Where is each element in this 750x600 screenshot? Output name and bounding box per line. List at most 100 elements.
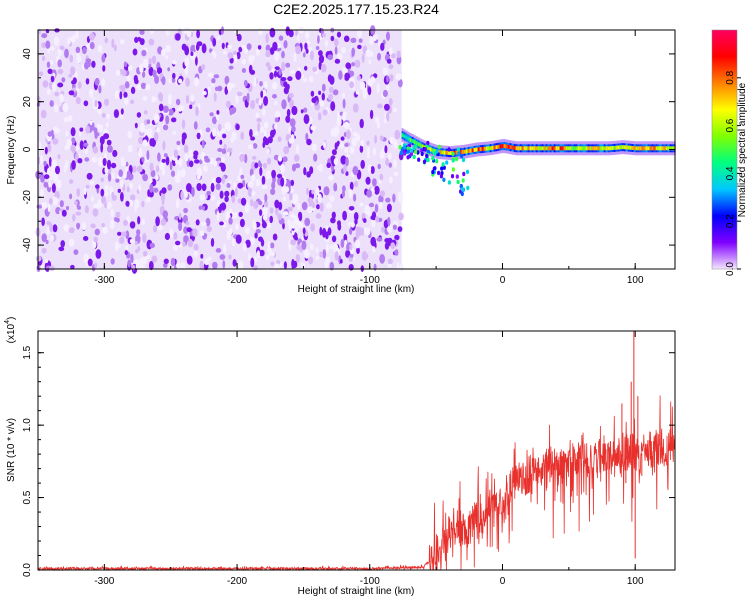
noise-speckle — [123, 172, 127, 179]
noise-speckle — [171, 77, 176, 83]
signal-core — [511, 145, 514, 150]
signal-tail-speck — [442, 177, 446, 182]
signal-core — [427, 146, 430, 151]
signal-core — [477, 147, 480, 152]
noise-speckle — [258, 160, 261, 168]
noise-speckle — [285, 115, 291, 123]
noise-speckle — [259, 209, 263, 217]
noise-speckle — [281, 50, 285, 59]
signal-tail-speck — [398, 145, 402, 150]
noise-speckle — [224, 75, 230, 85]
noise-speckle — [137, 246, 141, 252]
noise-speckle — [46, 88, 51, 95]
spectrogram-y-axis: -40 -20 0 20 40 — [22, 29, 675, 270]
noise-speckle — [84, 157, 90, 162]
noise-speckle — [199, 194, 206, 201]
noise-speckle — [51, 183, 56, 193]
signal-core — [461, 150, 464, 154]
noise-speckle — [94, 77, 100, 86]
signal-tail-speck — [433, 166, 437, 171]
noise-speckle — [45, 239, 49, 245]
noise-speckle — [317, 35, 320, 44]
noise-speckle — [330, 128, 336, 137]
noise-speckle — [269, 207, 274, 214]
noise-speckle — [217, 85, 223, 92]
x-tick-label: -200 — [227, 275, 247, 286]
noise-speckle — [162, 124, 169, 131]
signal-core — [439, 150, 442, 155]
noise-speckle — [136, 112, 142, 118]
y-tick-label: 0.0 — [22, 563, 33, 577]
noise-speckle — [165, 29, 170, 36]
signal-core — [417, 142, 420, 147]
x-tick-label: -200 — [227, 576, 247, 587]
noise-speckle — [157, 224, 163, 231]
signal-core — [449, 151, 452, 156]
noise-speckle — [310, 90, 315, 97]
noise-speckle — [117, 231, 122, 236]
noise-speckle — [241, 59, 247, 65]
noise-speckle — [119, 91, 123, 100]
signal-core — [445, 150, 448, 155]
noise-speckle — [188, 160, 194, 168]
noise-speckle — [151, 255, 158, 263]
y-tick-label: 0 — [22, 146, 33, 152]
noise-speckle — [244, 153, 248, 164]
noise-speckle — [303, 167, 307, 176]
noise-speckle — [217, 148, 223, 152]
noise-speckle — [236, 33, 242, 42]
noise-speckle — [48, 156, 52, 167]
noise-speckle — [48, 181, 52, 188]
noise-speckle — [333, 182, 338, 192]
noise-speckle — [101, 78, 106, 87]
noise-speckle — [139, 29, 145, 35]
noise-speckle — [389, 176, 393, 184]
noise-speckle — [182, 214, 188, 224]
noise-speckle — [318, 50, 323, 57]
noise-speckle — [247, 187, 253, 197]
y-tick-label: -20 — [22, 190, 33, 205]
noise-speckle — [191, 186, 195, 197]
signal-tail-speck — [462, 171, 466, 177]
noise-speckle — [276, 173, 283, 179]
noise-speckle — [296, 34, 300, 42]
noise-speckle — [257, 122, 261, 132]
x-tick-label: -100 — [360, 576, 380, 587]
noise-speckle — [92, 146, 99, 154]
noise-speckle — [328, 93, 333, 101]
noise-speckle — [222, 260, 226, 269]
noise-speckle — [142, 173, 149, 182]
signal-core — [605, 146, 608, 151]
noise-speckle — [198, 205, 203, 211]
noise-speckle — [344, 147, 349, 154]
noise-speckle — [161, 76, 166, 86]
x-tick-label: 100 — [627, 576, 644, 587]
noise-speckle — [168, 108, 174, 116]
noise-speckle — [130, 194, 136, 201]
noise-speckle — [57, 59, 62, 68]
noise-speckle — [387, 258, 393, 265]
noise-speckle — [75, 46, 81, 54]
signal-core — [643, 146, 646, 151]
signal-core — [649, 146, 652, 151]
noise-speckle — [224, 121, 230, 130]
noise-speckle — [374, 135, 377, 144]
noise-speckle — [367, 210, 371, 218]
noise-speckle — [237, 182, 244, 189]
noise-speckle — [70, 66, 76, 76]
noise-speckle — [45, 40, 51, 49]
noise-speckle — [205, 127, 211, 133]
noise-speckle — [283, 40, 288, 49]
signal-core — [535, 146, 538, 151]
noise-speckle — [265, 254, 270, 261]
noise-speckle — [386, 31, 390, 41]
noise-speckle — [131, 165, 137, 173]
noise-speckle — [274, 123, 278, 130]
noise-speckle — [127, 144, 133, 153]
noise-speckle — [165, 115, 170, 125]
noise-speckle — [71, 160, 76, 170]
spectrogram-x-axis: -300 -200 -100 0 100 — [37, 30, 644, 286]
noise-speckle — [332, 89, 339, 96]
noise-speckle — [308, 75, 314, 83]
noise-speckle — [123, 219, 128, 226]
